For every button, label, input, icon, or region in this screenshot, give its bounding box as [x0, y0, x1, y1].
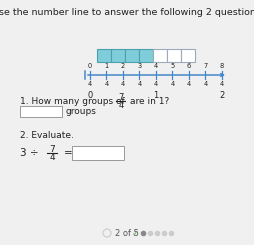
Text: 3 ÷: 3 ÷ — [20, 148, 38, 158]
Text: 4: 4 — [219, 81, 223, 86]
Text: 4: 4 — [153, 81, 157, 86]
Text: Use the number line to answer the following 2 questions.: Use the number line to answer the follow… — [0, 8, 254, 17]
Text: 2: 2 — [120, 63, 125, 70]
Text: 4: 4 — [170, 81, 174, 86]
Text: 4: 4 — [118, 100, 123, 110]
Bar — [97, 49, 110, 62]
Text: 8: 8 — [219, 63, 223, 70]
Text: 7: 7 — [118, 93, 123, 101]
Bar — [124, 49, 138, 62]
Text: 1: 1 — [104, 63, 108, 70]
Text: =: = — [64, 148, 72, 158]
Text: 0: 0 — [87, 91, 92, 100]
Text: 4: 4 — [153, 63, 157, 70]
Text: 4: 4 — [203, 81, 207, 86]
Bar — [180, 49, 194, 62]
Text: 1. How many groups of: 1. How many groups of — [20, 97, 124, 106]
Text: ✓: ✓ — [132, 229, 138, 237]
Text: 4: 4 — [104, 81, 108, 86]
Text: 1: 1 — [153, 91, 158, 100]
Bar — [152, 49, 166, 62]
Text: 2. Evaluate.: 2. Evaluate. — [20, 131, 74, 139]
Bar — [138, 49, 152, 62]
Bar — [20, 106, 62, 117]
Text: 4: 4 — [120, 81, 125, 86]
Text: 7: 7 — [203, 63, 207, 70]
Bar — [72, 146, 123, 160]
Text: 2 of 5: 2 of 5 — [115, 229, 138, 237]
Text: 4: 4 — [88, 81, 92, 86]
Text: 6: 6 — [186, 63, 190, 70]
Bar — [110, 49, 124, 62]
Text: 0: 0 — [88, 63, 92, 70]
Text: 5: 5 — [170, 63, 174, 70]
Text: 4: 4 — [137, 81, 141, 86]
Text: 2: 2 — [218, 91, 224, 100]
Bar — [166, 49, 180, 62]
Text: groups: groups — [66, 107, 97, 116]
Text: 4: 4 — [186, 81, 190, 86]
Text: 4: 4 — [49, 152, 55, 161]
Text: are in 1?: are in 1? — [130, 97, 169, 106]
Text: 3: 3 — [137, 63, 141, 70]
Text: 7: 7 — [49, 145, 55, 154]
